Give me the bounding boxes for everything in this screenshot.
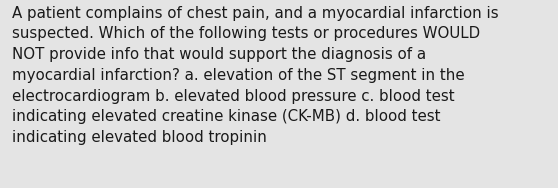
Text: A patient complains of chest pain, and a myocardial infarction is
suspected. Whi: A patient complains of chest pain, and a… — [12, 6, 499, 145]
